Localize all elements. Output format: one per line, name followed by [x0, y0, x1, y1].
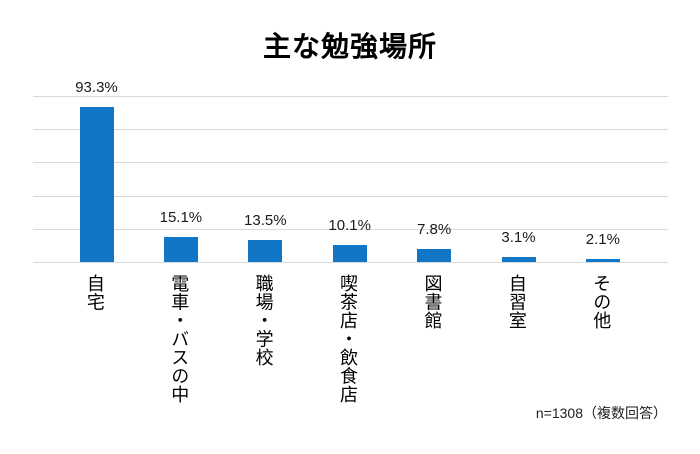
bar [163, 236, 198, 262]
x-axis-label: 自宅 [84, 274, 105, 311]
gridline [33, 228, 668, 230]
bar-value-label: 93.3% [75, 79, 118, 97]
gridline [33, 262, 668, 263]
bar-value-label: 15.1% [159, 208, 203, 226]
x-axis-label: 図書館 [422, 274, 443, 330]
gridline [33, 96, 668, 97]
x-axis-label: 電車・バスの中 [169, 274, 190, 404]
x-axis-label: 自習室 [506, 274, 527, 330]
bar-value-label: 13.5% [244, 211, 287, 229]
bar [332, 245, 367, 262]
bar-value-label: 2.1% [585, 230, 620, 248]
gridline [33, 195, 668, 197]
bar-value-label: 3.1% [501, 228, 536, 246]
bar [417, 249, 452, 262]
bar [585, 258, 620, 262]
x-axis-label: 職場・学校 [253, 274, 274, 367]
sample-size-note: n=1308（複数回答） [535, 405, 667, 421]
x-axis-label: 喫茶店・飲食店 [338, 274, 359, 404]
x-axis-label: その他 [591, 274, 612, 330]
chart-title: 主な勉強場所 [262, 31, 437, 62]
bar-value-label: 7.8% [416, 221, 452, 239]
gridline [33, 162, 668, 164]
bar [501, 256, 536, 262]
bar-value-label: 10.1% [328, 217, 371, 235]
bar [248, 239, 283, 262]
bar [79, 107, 114, 262]
gridline [33, 129, 668, 131]
